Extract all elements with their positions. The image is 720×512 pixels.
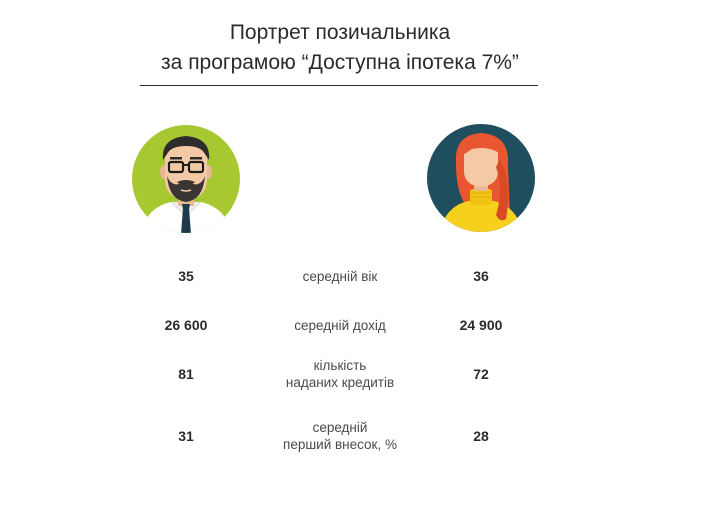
row-label-line: кількість — [313, 358, 367, 373]
title-line-1: Портрет позичальника — [229, 21, 451, 44]
female-value: 24 900 — [459, 317, 503, 333]
male-value: 26 600 — [164, 317, 208, 333]
title-divider — [140, 85, 538, 86]
female-value: 28 — [473, 428, 489, 444]
row-average-age: 35 середній вік 36 — [0, 256, 720, 296]
male-value: 81 — [178, 366, 194, 382]
row-label-line: перший внесок, % — [283, 437, 397, 452]
red-haired-woman-icon — [426, 123, 536, 233]
male-value: 31 — [178, 428, 194, 444]
row-label-line: середній вік — [302, 268, 378, 284]
title-line-2: за програмою “Доступна іпотека 7%” — [161, 51, 519, 74]
row-label: середній вік — [245, 256, 435, 296]
row-average-income: 26 600 середній дохід 24 900 — [0, 305, 720, 345]
row-label: середній дохід — [245, 305, 435, 345]
row-down-payment: 31 середній перший внесок, % 28 — [0, 416, 720, 456]
man-with-glasses-beard-icon — [131, 124, 241, 234]
female-value: 72 — [473, 366, 489, 382]
page-title: Портрет позичальника за програмою “Досту… — [0, 18, 680, 78]
female-value: 36 — [473, 268, 489, 284]
row-label: середній перший внесок, % — [245, 416, 435, 456]
row-loans-count: 81 кількість наданих кредитів 72 — [0, 354, 720, 394]
male-value: 35 — [178, 268, 194, 284]
row-label-line: середній — [312, 420, 368, 435]
row-label: кількість наданих кредитів — [245, 354, 435, 394]
row-label-line: середній дохід — [294, 317, 386, 333]
row-label-line: наданих кредитів — [285, 375, 395, 390]
